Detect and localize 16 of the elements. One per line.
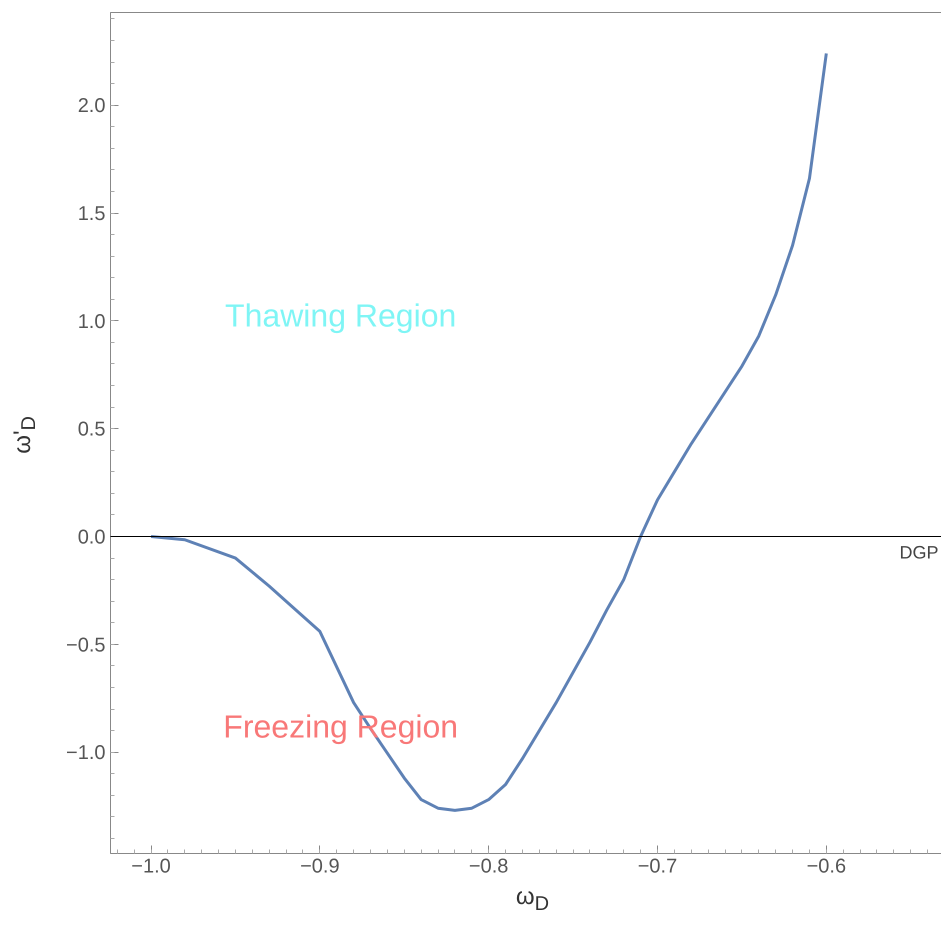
y-tick-label: 0.0 [78, 526, 106, 549]
ref-line-label: DGP [899, 542, 939, 563]
y-tick-label: 0.5 [78, 418, 106, 441]
x-tick-label: −0.7 [638, 856, 678, 878]
x-tick-label: −1.0 [131, 856, 171, 878]
x-tick-label: −0.8 [468, 856, 508, 878]
y-tick-label: 2.0 [78, 95, 106, 118]
y-tick-label: 1.0 [78, 310, 106, 333]
line-series [150, 52, 828, 812]
y-tick-label: 1.5 [78, 203, 106, 226]
annotation: Thawing Region [225, 297, 456, 334]
x-tick-label: −0.9 [300, 856, 340, 878]
y-tick-label: −1.0 [66, 742, 106, 764]
x-tick-label: −0.6 [806, 856, 846, 878]
y-tick-label: −0.5 [66, 634, 106, 656]
x-axis-title: ω$_{D}$ [516, 882, 550, 917]
